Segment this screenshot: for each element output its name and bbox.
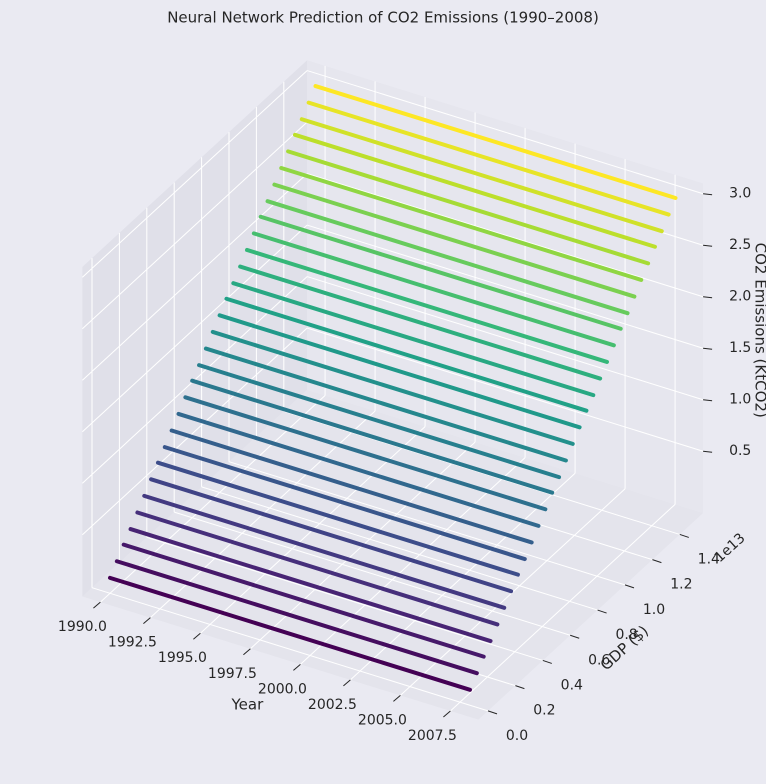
y-tick-label: 0.4 [561,677,583,693]
grid-line [306,224,704,349]
x-tick [243,648,251,656]
z-tick-label: 1.0 [729,392,751,408]
z-tick [703,347,713,350]
x-tick [343,679,351,687]
surface-line [306,100,671,217]
y-tick [542,659,552,664]
x-axis-label: Year [231,696,265,714]
x-tick-label: 2002.5 [308,697,357,713]
grid-line [306,70,704,195]
surface-line [313,84,678,200]
x-tick-label: 2007.5 [408,728,457,744]
surface-line [210,329,575,446]
surface-line [190,378,555,495]
y-tick-label: 1.4 [698,551,720,567]
y-tick [570,634,580,639]
y-tick-label: 0.6 [588,652,610,668]
z-tick [703,399,713,402]
grid-line [201,486,598,611]
y-tick [487,710,498,715]
surface-line [258,214,623,331]
x-tick [193,632,201,640]
grid-line [228,461,626,586]
x-tick-label: 2005.0 [358,712,407,728]
z-tick-label: 2.0 [729,289,751,305]
x-tick-label: 1990.0 [58,619,107,635]
grid-line [82,70,308,278]
z-tick-label: 0.5 [729,443,751,459]
surface-line [251,231,616,348]
y-tick-label: 0.8 [615,627,637,643]
surface-line [114,559,479,676]
surface-line [169,428,534,545]
y-tick-label: 1.2 [670,577,692,593]
surface-line [217,313,582,430]
z-tick [703,244,713,247]
x-tick [93,601,101,609]
grid-line [82,121,308,330]
surface-line [135,510,500,627]
grid-line [450,503,676,712]
surface-line [128,527,493,644]
grid-line [82,224,308,433]
chart-title: Neural Network Prediction of CO2 Emissio… [167,9,599,27]
x-tick-label: 1997.5 [208,666,257,682]
surface-line [162,445,527,562]
y-tick-label: 0.2 [533,703,555,719]
grid-line [82,173,308,381]
grid-line [82,327,308,536]
surface-line [245,247,609,364]
surface-line [292,132,657,249]
surface-line [142,493,507,610]
z-tick-label: 2.5 [729,237,751,253]
x-tick [393,695,401,702]
y-tick [652,559,662,564]
grid-line [306,276,704,401]
grid-line [283,410,680,535]
y-tick-label: 0.0 [506,728,528,744]
grid-line [306,173,704,298]
surface-line [183,395,548,512]
grid-line [306,327,704,452]
surface-line [272,182,637,299]
surface-line [286,149,651,266]
surface-line [149,477,514,594]
surface-line [121,542,486,659]
z-axis-label: CO2 Emissions (KtCO2) [752,243,766,418]
z-tick-label: 1.5 [729,340,751,356]
surface-line [108,575,472,692]
surface-line [155,460,520,577]
surface-line [279,166,644,282]
surface-line [197,363,562,480]
surface-line [238,264,603,381]
z-tick [703,296,713,299]
z-tick [703,193,713,196]
x-tick-label: 1995.0 [158,650,207,666]
z-tick-label: 3.0 [729,186,751,202]
surface-line [265,199,630,316]
y-tick [515,685,525,690]
surface-line [176,411,541,528]
surface-line [299,117,664,234]
surface-line [224,296,589,413]
grid-line [146,536,543,661]
y-tick [679,533,689,538]
surface-line [231,281,596,398]
x-tick-label: 1992.5 [108,635,157,651]
x-tick [293,663,301,671]
grid-line [91,587,489,712]
surface-line [203,346,568,463]
y-tick [624,584,635,589]
y-tick [597,609,607,614]
x-tick-label: 2000.0 [258,681,307,697]
x-tick [143,617,151,625]
grid-line [174,511,571,636]
x-tick [443,710,451,718]
y-tick-label: 1.0 [643,602,665,618]
z-tick [703,450,713,453]
